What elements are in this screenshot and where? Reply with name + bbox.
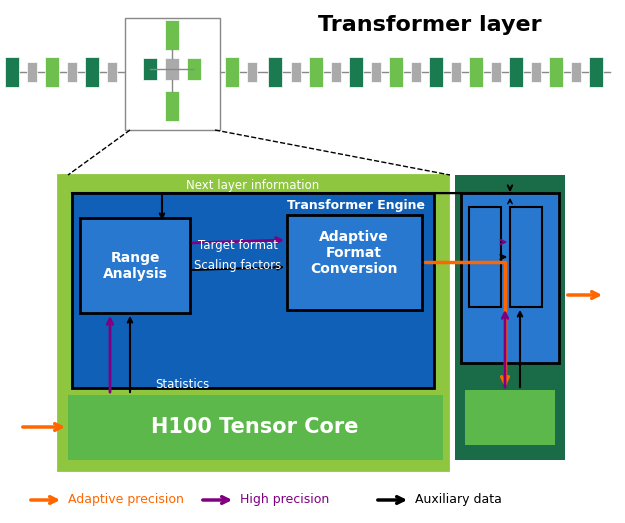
Bar xyxy=(247,62,257,82)
Bar xyxy=(455,175,565,460)
Bar xyxy=(469,57,483,87)
Bar xyxy=(389,57,403,87)
Bar xyxy=(165,20,179,50)
Text: Auxiliary data: Auxiliary data xyxy=(415,494,502,506)
Text: Format: Format xyxy=(326,246,382,260)
Bar xyxy=(80,218,190,313)
Bar xyxy=(45,57,59,87)
Bar xyxy=(429,57,443,87)
Bar xyxy=(58,175,448,470)
Bar xyxy=(107,62,117,82)
Bar xyxy=(5,57,19,87)
Text: Statistics: Statistics xyxy=(155,379,209,392)
Text: Scaling factors: Scaling factors xyxy=(194,259,282,272)
Text: Range: Range xyxy=(110,251,160,265)
Bar xyxy=(349,57,363,87)
Text: Conversion: Conversion xyxy=(310,262,398,276)
Text: Analysis: Analysis xyxy=(102,267,168,281)
Bar xyxy=(465,390,555,445)
Bar xyxy=(469,207,501,307)
Bar xyxy=(309,57,323,87)
Bar xyxy=(268,57,282,87)
Bar xyxy=(589,57,603,87)
Text: Adaptive: Adaptive xyxy=(319,230,389,244)
Bar xyxy=(125,18,220,130)
Bar xyxy=(331,62,341,82)
Bar xyxy=(225,57,239,87)
Bar xyxy=(291,62,301,82)
Bar xyxy=(143,58,157,80)
Bar xyxy=(371,62,381,82)
Text: Transformer Engine: Transformer Engine xyxy=(287,199,425,211)
Bar xyxy=(451,62,461,82)
Text: High precision: High precision xyxy=(240,494,329,506)
Bar xyxy=(531,62,541,82)
Bar xyxy=(27,62,37,82)
Bar xyxy=(571,62,581,82)
Bar xyxy=(72,193,434,388)
Bar xyxy=(510,207,542,307)
Text: Transformer layer: Transformer layer xyxy=(318,15,542,35)
Text: H100 Tensor Core: H100 Tensor Core xyxy=(151,417,359,437)
Bar xyxy=(165,91,179,121)
Bar xyxy=(509,57,523,87)
Bar xyxy=(411,62,421,82)
Bar xyxy=(549,57,563,87)
Bar xyxy=(85,57,99,87)
Bar xyxy=(491,62,501,82)
Bar xyxy=(67,62,77,82)
Bar xyxy=(461,193,559,363)
Text: Target format: Target format xyxy=(198,240,278,253)
Text: Next layer information: Next layer information xyxy=(186,179,319,192)
Bar xyxy=(287,215,422,310)
Text: Adaptive precision: Adaptive precision xyxy=(68,494,184,506)
Bar xyxy=(165,58,179,80)
Bar xyxy=(187,58,201,80)
Bar xyxy=(68,395,443,460)
